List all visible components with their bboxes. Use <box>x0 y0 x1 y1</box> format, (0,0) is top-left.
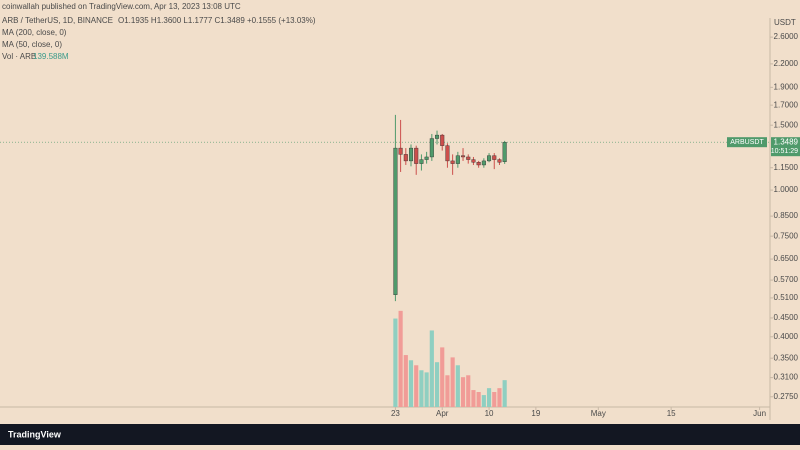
y-tick-label: 0.3100 <box>774 373 799 382</box>
candle-body <box>455 155 460 164</box>
volume-bar <box>497 388 502 407</box>
volume-bar <box>502 380 507 407</box>
volume-bar <box>481 395 486 407</box>
symbol-title: ARB / TetherUS, 1D, BINANCE <box>2 16 113 25</box>
x-tick-label: 15 <box>667 409 676 418</box>
publisher: coinwallah published on TradingView.com,… <box>2 2 241 11</box>
volume-bar <box>424 372 429 407</box>
candle-body <box>424 156 429 160</box>
x-tick-label: May <box>591 409 606 418</box>
candle-body <box>471 159 476 163</box>
y-tick-label: 0.3500 <box>774 353 799 362</box>
candle-body <box>461 155 466 158</box>
candle-body <box>414 147 419 164</box>
candle-body <box>445 145 450 162</box>
price-tag-label: 1.3489 <box>774 137 799 146</box>
countdown: 10:51:29 <box>771 148 798 155</box>
volume-bar <box>419 370 424 407</box>
price-tag <box>771 137 800 157</box>
y-tick-label: 0.4500 <box>774 313 799 322</box>
x-tick-label: Jun <box>753 409 766 418</box>
y-tick-label: 1.1500 <box>774 163 799 172</box>
candle-body <box>398 147 403 155</box>
candle-body <box>497 159 502 163</box>
y-tick-label: 0.4000 <box>774 332 799 341</box>
volume-bar <box>393 318 398 407</box>
ohlc-text: O1.1935 H1.3600 L1.1777 C1.3489 +0.1555 … <box>118 16 316 25</box>
candle-body <box>466 156 471 160</box>
footer-bar <box>0 424 800 445</box>
volume-bar <box>476 392 481 407</box>
y-tick-label: 0.7500 <box>774 231 799 240</box>
volume-bar <box>466 375 471 407</box>
indicator: MA (200, close, 0) <box>2 28 67 37</box>
volume-bar <box>429 330 434 407</box>
candle-body <box>435 134 440 139</box>
candle-body <box>492 155 497 160</box>
y-tick-label: 0.8500 <box>774 211 799 220</box>
y-tick-label: 1.0000 <box>774 185 799 194</box>
watermark: TradingView <box>8 429 62 439</box>
volume-bar <box>408 360 414 407</box>
volume-bar <box>471 390 476 407</box>
candle-body <box>450 160 455 164</box>
y-tick-label: 0.6500 <box>774 254 799 263</box>
volume-bar <box>486 388 492 407</box>
volume-title: Vol · ARB <box>2 52 36 61</box>
y-tick-label: 2.6000 <box>774 32 799 41</box>
volume-bar <box>460 377 466 407</box>
candle-body <box>429 138 434 158</box>
x-tick-label: 23 <box>391 409 400 418</box>
volume-bar <box>450 357 455 407</box>
candle-body <box>502 141 507 162</box>
x-tick-label: Apr <box>436 409 449 418</box>
indicator: MA (50, close, 0) <box>2 40 62 49</box>
y-tick-label: 1.9000 <box>774 82 799 91</box>
y-tick-label: 1.5000 <box>774 120 799 129</box>
symbol-tag-label: ARBUSDT <box>730 139 764 146</box>
candle-body <box>440 134 445 146</box>
candle-body <box>419 159 424 164</box>
candle-body <box>487 155 492 162</box>
candle-body <box>393 147 398 295</box>
volume-bar <box>440 347 445 407</box>
volume-bar <box>445 375 450 407</box>
volume-value: 139.588M <box>33 52 69 61</box>
y-tick-label: 2.2000 <box>774 59 799 68</box>
symbol-tag <box>727 137 767 148</box>
x-tick-label: 10 <box>485 409 494 418</box>
candle-body <box>408 147 414 162</box>
y-tick-label: 0.5700 <box>774 275 799 284</box>
volume-bar <box>492 392 497 407</box>
candle-body <box>481 160 486 166</box>
y-unit: USDT <box>774 18 796 27</box>
volume-bar <box>414 365 419 407</box>
x-tick-label: 19 <box>531 409 540 418</box>
candle-body <box>476 162 481 166</box>
volume-bar <box>455 365 460 407</box>
candle-body <box>403 154 408 162</box>
y-tick-label: 0.2750 <box>774 392 799 401</box>
y-tick-label: 1.7000 <box>774 100 799 109</box>
volume-bar <box>403 355 408 407</box>
volume-bar <box>434 362 440 407</box>
volume-bar <box>398 310 403 407</box>
y-tick-label: 0.5100 <box>774 293 799 302</box>
